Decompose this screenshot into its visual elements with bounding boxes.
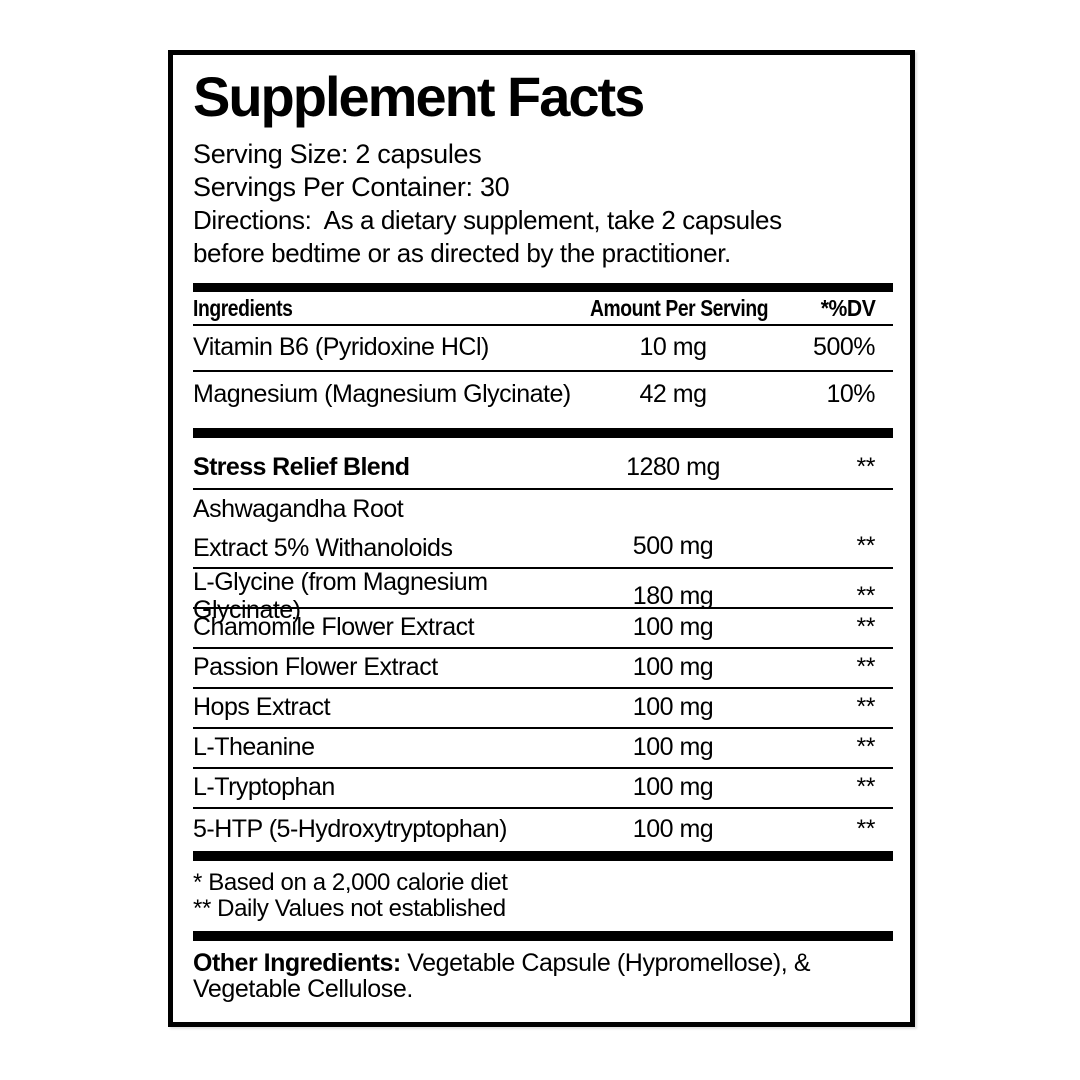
ingredient-name: Magnesium (Magnesium Glycinate)	[193, 380, 571, 409]
directions-line-2: before bedtime or as directed by the pra…	[193, 238, 731, 268]
ingredient-row-vitamin-b6: Vitamin B6 (Pyridoxine HCl) 10 mg 500%	[193, 326, 893, 372]
ingredient-row-l-glycine: L-Glycine (from Magnesium Glycinate) 180…	[193, 568, 893, 623]
other-ingredients-line-1: Vegetable Capsule (Hypromellose), &	[400, 949, 811, 977]
ingredient-name: L-Tryptophan	[193, 773, 335, 802]
other-ingredients-label: Other Ingredients:	[193, 949, 401, 977]
ingredient-dv: **	[856, 653, 876, 682]
ingredient-row-chamomile: Chamomile Flower Extract 100 mg **	[193, 609, 893, 649]
header-percent-dv: *%DV	[773, 295, 893, 322]
ingredient-amount: 42 mg	[639, 380, 707, 409]
ingredient-amount: 500 mg	[632, 531, 714, 560]
ingredient-dv: **	[856, 613, 876, 642]
supplement-facts-panel: Supplement Facts Serving Size: 2 capsule…	[168, 50, 915, 1027]
ingredient-dv: **	[856, 773, 876, 802]
table-header-row: Ingredients Amount Per Serving *%DV	[193, 292, 893, 326]
header-amount-per-serving: Amount Per Serving	[573, 295, 773, 322]
ingredient-dv: 500%	[813, 333, 875, 362]
thick-rule-blend	[193, 428, 893, 438]
ingredient-name-line-2: Extract 5% Withanoloids	[193, 534, 453, 562]
blend-amount: 1280 mg	[626, 452, 720, 481]
header-amount-label: Amount Per Serving	[589, 294, 769, 321]
ingredient-amount: 100 mg	[632, 773, 714, 802]
ingredient-dv: **	[856, 531, 876, 560]
ingredient-row-passion-flower: Passion Flower Extract 100 mg **	[193, 649, 893, 689]
ingredient-name: Chamomile Flower Extract	[193, 613, 475, 642]
ingredient-name: L-Glycine (from Magnesium Glycinate)	[193, 568, 488, 624]
other-ingredients-line-2: Vegetable Cellulose.	[193, 975, 413, 1003]
header-ingredients-label: Ingredients	[193, 294, 293, 321]
ingredient-name: Passion Flower Extract	[193, 653, 438, 682]
header-dv-label: *%DV	[820, 294, 875, 321]
serving-size: Serving Size: 2 capsules	[193, 139, 482, 169]
footnotes: * Based on a 2,000 calorie diet ** Daily…	[193, 870, 893, 922]
ingredient-name: L-Theanine	[193, 733, 315, 762]
directions-line-1: Directions: As a dietary supplement, tak…	[193, 205, 782, 235]
facts-title: Supplement Facts	[193, 65, 645, 128]
thick-rule-footnotes	[193, 851, 893, 861]
footnote-daily-values: ** Daily Values not established	[193, 895, 506, 922]
ingredient-row-hops: Hops Extract 100 mg **	[193, 689, 893, 729]
serving-info: Serving Size: 2 capsules Servings Per Co…	[193, 138, 893, 270]
ingredient-name-line-1: Ashwagandha Root	[193, 495, 404, 523]
ingredient-name: Ashwagandha Root Extract 5% Withanoloids	[193, 490, 573, 568]
ingredient-row-ashwagandha: Ashwagandha Root Extract 5% Withanoloids…	[193, 490, 893, 569]
ingredient-row-l-theanine: L-Theanine 100 mg **	[193, 729, 893, 769]
ingredient-amount: 100 mg	[632, 613, 714, 642]
ingredient-dv: 10%	[826, 380, 875, 409]
footnote-calorie-diet: * Based on a 2,000 calorie diet	[193, 869, 508, 896]
ingredient-dv: **	[856, 581, 876, 610]
ingredient-dv: **	[856, 693, 876, 722]
header-ingredients: Ingredients	[193, 295, 573, 322]
blend-title-row: Stress Relief Blend 1280 mg **	[193, 438, 893, 490]
ingredient-amount: 100 mg	[632, 653, 714, 682]
servings-per-container: Servings Per Container: 30	[193, 172, 510, 202]
ingredient-name: Hops Extract	[193, 693, 331, 722]
ingredient-dv: **	[856, 733, 876, 762]
thick-rule-other	[193, 931, 893, 941]
ingredient-amount: 180 mg	[632, 581, 714, 610]
ingredient-name: 5-HTP (5-Hydroxytryptophan)	[193, 815, 507, 844]
thick-rule-top	[193, 283, 893, 292]
blend-dv: **	[856, 452, 876, 481]
ingredient-row-5-htp: 5-HTP (5-Hydroxytryptophan) 100 mg **	[193, 809, 893, 851]
ingredient-amount: 100 mg	[632, 815, 714, 844]
ingredient-amount: 100 mg	[632, 733, 714, 762]
ingredient-amount: 100 mg	[632, 693, 714, 722]
ingredient-row-magnesium: Magnesium (Magnesium Glycinate) 42 mg 10…	[193, 372, 893, 428]
ingredient-name: Vitamin B6 (Pyridoxine HCl)	[193, 333, 489, 362]
ingredient-dv: **	[856, 815, 876, 844]
ingredient-amount: 10 mg	[639, 333, 707, 362]
blend-name: Stress Relief Blend	[193, 452, 410, 481]
other-ingredients: Other Ingredients: Vegetable Capsule (Hy…	[193, 950, 893, 1002]
ingredient-row-l-tryptophan: L-Tryptophan 100 mg **	[193, 769, 893, 809]
